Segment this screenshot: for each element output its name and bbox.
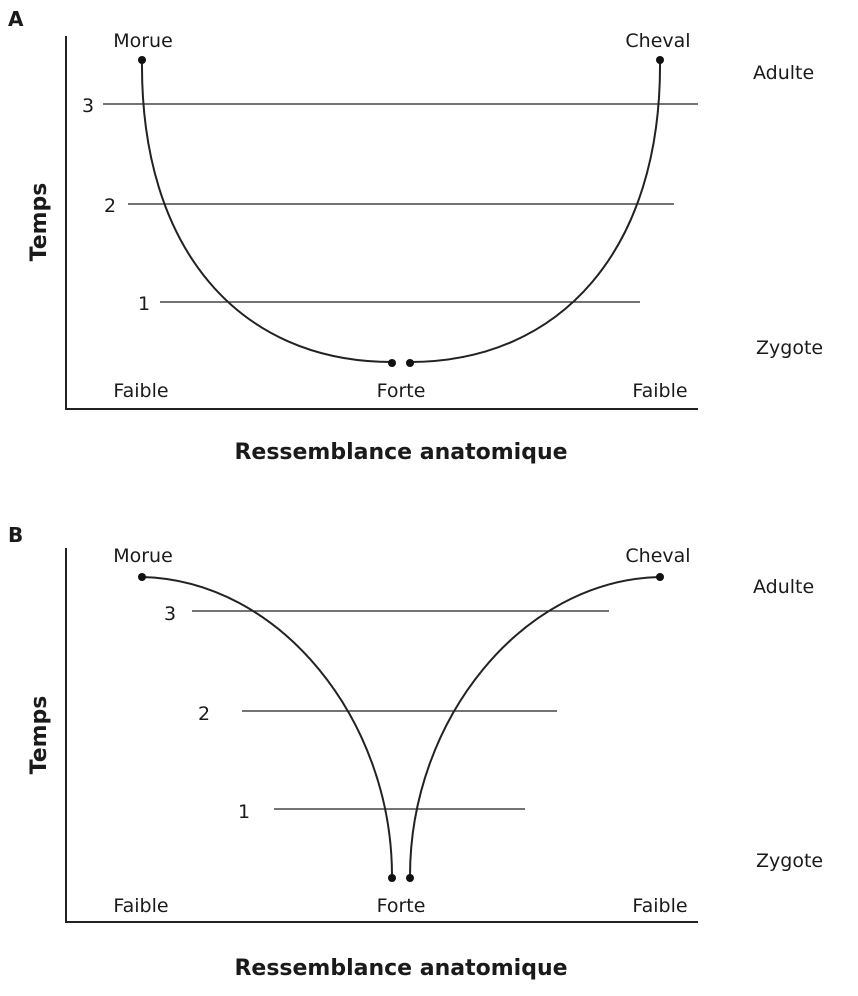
panel-b-curve-morue bbox=[141, 576, 393, 877]
panel-a-x-center-label: Forte bbox=[377, 380, 426, 402]
panel-a-label-zygote: Zygote bbox=[756, 337, 823, 359]
panel-b-dot-morue-zygote bbox=[388, 874, 396, 882]
panel-b-dot-morue-adult bbox=[138, 573, 146, 581]
panel-a-dot-cheval-adult bbox=[656, 56, 664, 64]
panel-a: A Temps 3 2 1 Morue Cheval Adulte Zygote… bbox=[8, 7, 823, 465]
panel-b-x-left-label: Faible bbox=[113, 895, 168, 917]
panel-a-curve-morue bbox=[140, 59, 393, 363]
panel-a-x-left-label: Faible bbox=[113, 380, 168, 402]
panel-b-label-adulte: Adulte bbox=[753, 576, 814, 598]
panel-a-label-cheval: Cheval bbox=[625, 30, 690, 52]
panel-a-label-adulte: Adulte bbox=[753, 62, 814, 84]
panel-b-x-axis-title: Ressemblance anatomique bbox=[234, 956, 567, 981]
panel-b-curve-cheval bbox=[409, 576, 661, 877]
panel-b-axes bbox=[65, 548, 698, 923]
panel-b-level-3: 3 bbox=[164, 603, 176, 625]
panel-a-letter: A bbox=[8, 7, 24, 31]
panel-a-level-1: 1 bbox=[138, 293, 150, 315]
panel-a-level-3: 3 bbox=[82, 95, 94, 117]
panel-b-dot-cheval-adult bbox=[656, 573, 664, 581]
panel-b-level-1: 1 bbox=[238, 801, 250, 823]
panel-a-dot-morue-zygote bbox=[388, 359, 396, 367]
panel-b-label-cheval: Cheval bbox=[625, 545, 690, 567]
panel-b-x-center-label: Forte bbox=[377, 895, 426, 917]
panel-b-level-2: 2 bbox=[198, 703, 210, 725]
panel-a-label-morue: Morue bbox=[113, 30, 173, 52]
panel-b-dot-cheval-zygote bbox=[406, 874, 414, 882]
panel-b-x-right-label: Faible bbox=[632, 895, 687, 917]
panel-b-label-morue: Morue bbox=[113, 545, 173, 567]
panel-a-level-2: 2 bbox=[104, 195, 116, 217]
panel-a-x-axis-title: Ressemblance anatomique bbox=[234, 440, 567, 465]
panel-b-y-axis-title: Temps bbox=[27, 696, 52, 775]
panel-a-axes bbox=[65, 36, 698, 410]
panel-b-label-zygote: Zygote bbox=[756, 850, 823, 872]
panel-a-dot-morue-adult bbox=[138, 56, 146, 64]
panel-b: B Temps 3 2 1 Morue Cheval Adulte Zygote… bbox=[8, 523, 823, 981]
panel-a-y-axis-title: Temps bbox=[27, 183, 52, 262]
panel-a-dot-cheval-zygote bbox=[406, 359, 414, 367]
panel-a-curve-cheval bbox=[409, 59, 662, 363]
panel-a-x-right-label: Faible bbox=[632, 380, 687, 402]
panel-b-letter: B bbox=[8, 523, 23, 547]
